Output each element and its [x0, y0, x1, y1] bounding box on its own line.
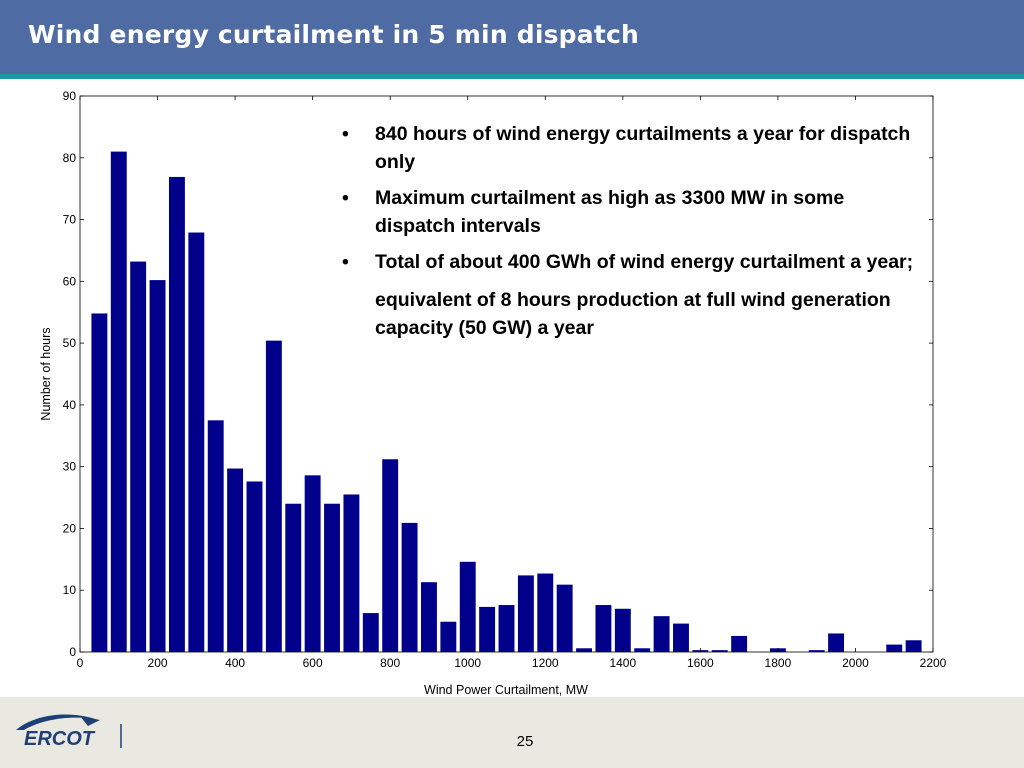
- histogram-bar: [905, 640, 922, 652]
- histogram-bar: [285, 503, 302, 652]
- y-tick-label: 90: [63, 89, 77, 103]
- histogram-bar: [576, 648, 592, 652]
- y-tick-label: 50: [63, 336, 77, 350]
- histogram-bar: [227, 468, 244, 652]
- histogram-bar: [130, 261, 147, 652]
- histogram-bar: [731, 635, 748, 652]
- histogram-bar: [362, 613, 379, 652]
- bullet-text: Maximum curtailment as high as 3300 MW i…: [375, 187, 845, 237]
- logo-text: ERCOT: [24, 728, 96, 750]
- histogram-bar: [246, 481, 263, 652]
- histogram-bar: [110, 151, 127, 652]
- x-tick-label: 1600: [687, 656, 714, 670]
- histogram-bar: [304, 475, 321, 652]
- x-tick-label: 1800: [765, 656, 792, 670]
- histogram-bar: [653, 616, 670, 652]
- histogram-bar: [168, 176, 185, 652]
- y-tick-label: 70: [63, 213, 77, 227]
- histogram-bar: [673, 623, 689, 652]
- x-tick-label: 600: [303, 656, 323, 670]
- histogram-chart: 0 200 400 600 800 1000 1200 1400 1600 1800 2000 220…: [39, 89, 947, 697]
- footer-bar: [0, 697, 1024, 768]
- y-tick-label: 60: [63, 274, 77, 288]
- page-number: 25: [516, 733, 534, 750]
- bullet-item: • 840 hours of wind energy curtailments a…: [340, 120, 920, 176]
- histogram-bar: [517, 575, 534, 652]
- y-tick-label: 20: [63, 521, 77, 535]
- title-bar-accent-stripe: [0, 74, 1024, 79]
- ercot-logo: ERCOT: [16, 714, 122, 750]
- x-tick-label: 400: [225, 656, 245, 670]
- bullet-text: Total of about 400 GWh of wind energy cu…: [375, 251, 914, 273]
- x-tick-label: 0: [77, 656, 84, 670]
- histogram-bar: [459, 561, 476, 652]
- histogram-bar: [421, 582, 437, 652]
- histogram-bar: [265, 340, 282, 652]
- histogram-bar: [401, 522, 418, 652]
- bullet-text: 840 hours of wind energy curtailments a …: [375, 123, 911, 173]
- histogram-bar: [595, 605, 612, 652]
- x-tick-label: 200: [148, 656, 168, 670]
- histogram-bar: [440, 621, 457, 652]
- histogram-bar: [711, 650, 728, 652]
- y-tick-label: 10: [63, 583, 77, 597]
- histogram-bar: [808, 650, 825, 652]
- y-tick-label: 30: [63, 460, 77, 474]
- x-tick-label: 1000: [454, 656, 481, 670]
- y-tick-label: 0: [69, 645, 76, 659]
- y-axis-label: Number of hours: [39, 327, 53, 420]
- histogram-bar: [556, 584, 573, 652]
- histogram-bar: [188, 232, 205, 652]
- histogram-bar: [91, 313, 108, 652]
- histogram-bar: [149, 280, 166, 652]
- bullet-continuation: equivalent of 8 hours production at full…: [375, 289, 891, 339]
- slide-title: Wind energy curtailment in 5 min dispatc…: [28, 20, 640, 49]
- y-tick-label: 80: [63, 151, 77, 165]
- x-tick-label: 1400: [609, 656, 636, 670]
- bullet-item: • Maximum curtailment as high as 3300 MW …: [340, 184, 920, 240]
- histogram-bar: [324, 503, 340, 652]
- y-tick-label: 40: [63, 398, 77, 412]
- bullet-marker: •: [342, 123, 349, 145]
- histogram-bar: [537, 573, 554, 652]
- histogram-bar: [828, 633, 845, 652]
- bullet-marker: •: [342, 187, 349, 209]
- x-tick-label: 1200: [532, 656, 559, 670]
- histogram-bar: [207, 420, 224, 652]
- x-tick-label: 800: [380, 656, 400, 670]
- title-bar: Wind energy curtailment in 5 min dispatc…: [0, 0, 1024, 74]
- x-tick-label: 2200: [920, 656, 947, 670]
- histogram-bar: [634, 648, 651, 652]
- key-findings-list: • 840 hours of wind energy curtailments a…: [340, 120, 920, 350]
- histogram-bar: [498, 605, 515, 652]
- bullet-marker: •: [342, 251, 349, 273]
- histogram-bar: [886, 644, 903, 652]
- histogram-bar: [479, 606, 496, 652]
- histogram-bar: [614, 608, 631, 652]
- x-tick-label: 2000: [842, 656, 869, 670]
- x-axis-label: Wind Power Curtailment, MW: [424, 683, 588, 697]
- bullet-item: • Total of about 400 GWh of wind energy c…: [340, 248, 920, 342]
- histogram-bar: [382, 459, 399, 652]
- histogram-bar: [343, 494, 360, 652]
